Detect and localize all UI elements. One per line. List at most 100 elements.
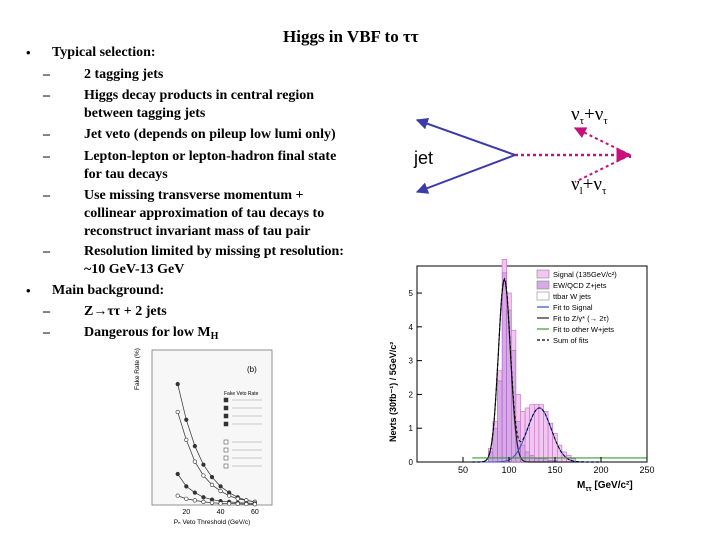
dash: – (43, 67, 50, 82)
mass-plot: 0 1 2 3 4 5 50 100 150 200 250 Nevts (30fb⁻¹) / 5Ge… (383, 248, 663, 498)
veto-point (235, 501, 240, 506)
jet-label: jet (414, 148, 434, 168)
zjets-bar (501, 272, 507, 463)
slide-title: Higgs in VBF to ττ (283, 27, 419, 46)
veto-point (184, 437, 189, 442)
sub-item-text: Dangerous for low M (84, 325, 211, 340)
veto-legend-marker (223, 439, 229, 445)
sub-item: Lepton-lepton or lepton-hadron final sta… (84, 149, 337, 164)
signal-bar (538, 404, 544, 459)
sub-item: Use missing transverse momentum + (84, 188, 304, 203)
veto-point (218, 501, 223, 506)
sum-fit-curve (472, 277, 601, 463)
veto-point (218, 484, 223, 489)
veto-curve (177, 473, 255, 504)
jet-line-bottom (415, 154, 516, 194)
x-tick-label: 50 (458, 465, 468, 475)
subscript-h: H (210, 331, 219, 342)
signal-bar (511, 329, 517, 351)
dash: – (43, 188, 50, 203)
zjets-bar (524, 451, 531, 463)
fit-signal-curve (472, 407, 601, 463)
dash: – (43, 88, 50, 103)
veto-x-axis-label: Pₙ Veto Threshold (GeV/c) (174, 519, 251, 526)
nu-line-bottom (574, 154, 631, 183)
veto-point (201, 473, 206, 478)
legend-label: Signal (135GeV/c²) (553, 270, 617, 279)
x-tick-label: 250 (639, 465, 654, 475)
y-tick-label: 0 (409, 458, 414, 467)
tau-subscript: τ (579, 115, 585, 127)
sub-item-cont: for tau decays (84, 167, 168, 182)
zjets-bar (529, 454, 535, 463)
sub-item-cont: ~10 GeV-13 GeV (84, 262, 185, 277)
veto-plot: 20 40 60 Pₙ Veto Threshold (GeV/c) Fake Rate… (130, 340, 280, 530)
signal-bar (506, 292, 512, 311)
veto-legend-marker (223, 397, 229, 403)
y-tick-label: 5 (409, 289, 414, 298)
legend-label: EW/QCD Z+jets (553, 281, 607, 290)
veto-x-tick-label: 40 (217, 509, 225, 516)
veto-point (192, 443, 197, 449)
veto-point (201, 495, 206, 500)
veto-curve (177, 384, 255, 503)
sub-item: Z→ττ + 2 jets (84, 304, 167, 319)
sub-item: Resolution limited by missing pt resolut… (84, 244, 344, 259)
veto-x-tick-label: 20 (182, 509, 190, 516)
veto-point (192, 498, 197, 503)
bullet-marker: • (26, 283, 31, 298)
signal-bar (497, 370, 503, 382)
veto-point (201, 499, 206, 504)
veto-legend-marker (223, 447, 229, 453)
nu-symbol: ν (571, 104, 580, 125)
dash: – (43, 325, 50, 340)
dash: – (43, 127, 50, 142)
dash: – (43, 149, 50, 164)
nu-line-top (573, 127, 631, 156)
veto-point (175, 381, 180, 387)
signal-bar (501, 258, 507, 274)
tau-subscript: τ (603, 115, 608, 127)
l-subscript: l (579, 185, 583, 197)
diagram-svg (415, 117, 632, 194)
sub-item-cont: between tagging jets (84, 106, 206, 121)
y-tick-label: 3 (409, 357, 414, 366)
x-axis-label-sub: ττ (585, 486, 592, 493)
veto-point (209, 482, 215, 487)
veto-curve (177, 411, 255, 503)
jet-line-top (415, 117, 516, 156)
veto-point (227, 493, 232, 498)
nu-symbol: ν (571, 174, 580, 195)
x-tick-label: 200 (593, 465, 608, 475)
sub-item-cont: collinear approximation of tau decays to (84, 206, 325, 221)
veto-point (192, 459, 197, 464)
legend-swatch (536, 291, 550, 301)
legend-label: Sum of fits (553, 336, 589, 345)
sub-item-cont: reconstruct invariant mass of tau pair (84, 224, 311, 239)
legend-swatch (536, 269, 550, 279)
veto-point (184, 484, 189, 489)
y-tick-label: 4 (409, 323, 414, 332)
signal-bar (552, 432, 558, 461)
veto-point (218, 488, 223, 494)
mass-plot-svg: 0 1 2 3 4 5 50 100 150 200 250 Nevts (30fb⁻¹) / 5Ge… (388, 258, 655, 493)
sub-item: Higgs decay products in central region (84, 88, 315, 103)
y-tick-label: 1 (409, 424, 414, 433)
veto-legend-title: Fake Veto Rate (224, 391, 259, 397)
signal-bar (515, 394, 521, 422)
veto-y-axis-label: Fake Rate (%) (134, 348, 141, 390)
veto-point (209, 475, 215, 480)
y-tick-label: 2 (409, 390, 414, 399)
veto-point (201, 462, 206, 467)
top-nu-label: ντ+ντ (571, 104, 608, 127)
x-axis-label-unit: [GeV/c²] (592, 480, 633, 491)
veto-x-tick-label: 60 (251, 509, 259, 516)
zjets-bar (492, 427, 498, 463)
zjets-bar (497, 380, 503, 463)
sub-item: Dangerous for low MH (84, 324, 218, 347)
veto-point (252, 502, 257, 507)
bullet-1: Typical selection: (52, 45, 156, 60)
veto-point (209, 500, 215, 505)
signal-bar (529, 404, 535, 456)
y-axis-label: Nevts (30fb⁻¹) / 5GeV/c² (388, 342, 398, 442)
